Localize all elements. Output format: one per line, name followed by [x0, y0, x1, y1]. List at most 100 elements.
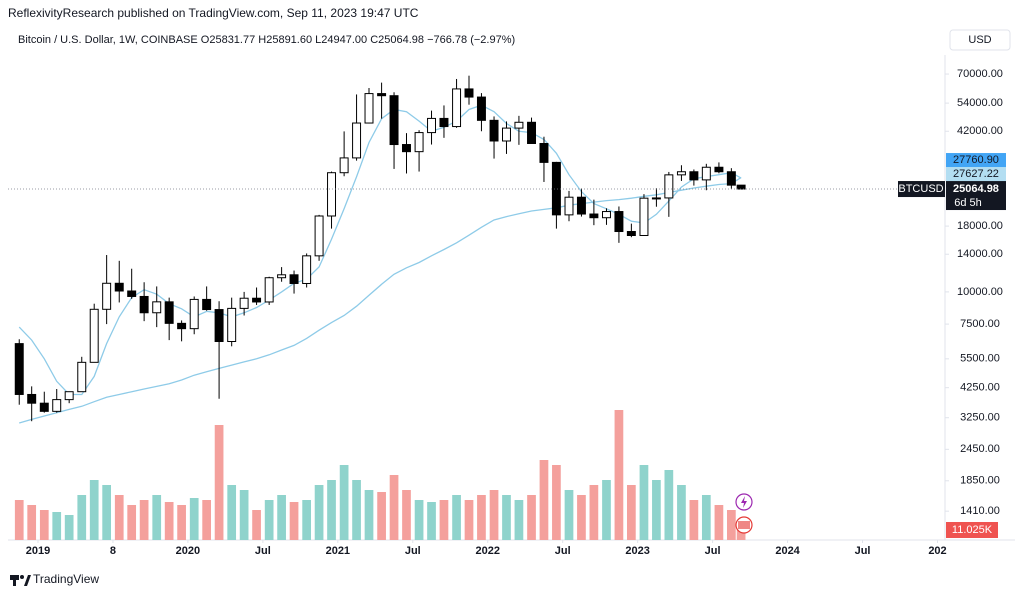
- volume-bar: [464, 500, 474, 540]
- candle-body: [601, 211, 611, 219]
- volume-bar: [152, 495, 162, 540]
- x-tick-label: 2019: [26, 545, 50, 557]
- volume-bar: [214, 425, 224, 540]
- y-tick-label: 18000.00: [957, 220, 1003, 232]
- candle-body: [214, 309, 224, 343]
- brand: TradingView: [33, 572, 99, 586]
- volume-bar: [39, 510, 49, 540]
- volume-bar: [302, 500, 311, 540]
- x-tick-label: 2021: [326, 545, 350, 557]
- volume-bar: [102, 485, 112, 540]
- volume-bar: [477, 495, 486, 540]
- volume-bar: [52, 512, 62, 540]
- volume-bar: [14, 500, 24, 540]
- candle-body: [177, 322, 187, 330]
- ma-price-box: [946, 167, 1006, 182]
- x-tick-label: Jul: [255, 545, 271, 557]
- candle-body: [427, 117, 437, 134]
- volume-bar: [736, 528, 746, 540]
- candle-body: [77, 361, 87, 393]
- candle-body: [651, 197, 661, 200]
- x-tick-label: 8: [110, 545, 116, 557]
- y-tick-label: 54000.00: [957, 97, 1003, 109]
- y-tick-label: 4250.00: [960, 382, 1000, 394]
- symbol-box: [898, 181, 945, 198]
- x-tick-label: Jul: [405, 545, 421, 557]
- volume-bar: [602, 480, 611, 540]
- volume-bar: [664, 470, 674, 540]
- candle-body: [502, 127, 511, 142]
- y-tick-label: 1850.00: [960, 475, 1000, 487]
- volume-bar: [364, 490, 374, 540]
- volume-bar: [614, 410, 624, 540]
- y-tick-label: 42000.00: [957, 125, 1003, 137]
- volume-bar: [402, 490, 411, 540]
- currency-box[interactable]: [949, 29, 1011, 51]
- volume-bar: [227, 485, 237, 540]
- candle-body: [152, 301, 162, 314]
- volume-bar: [639, 465, 649, 540]
- x-tick-label: 2023: [625, 545, 649, 557]
- y-tick-label: 70000.00: [957, 68, 1003, 80]
- candle-body: [52, 399, 62, 412]
- candle-body: [352, 122, 362, 159]
- volume-bar: [64, 515, 74, 540]
- candle-body: [464, 88, 474, 98]
- candle-body: [289, 274, 299, 284]
- event-bolt: [741, 496, 747, 508]
- ma-price-box: [946, 153, 1006, 168]
- candle-body: [701, 166, 711, 181]
- plot-area: [8, 75, 945, 540]
- volume-bar: [239, 490, 249, 540]
- y-tick-label: 3250.00: [960, 412, 1000, 424]
- candle-body: [714, 166, 724, 173]
- volume-bar: [589, 485, 599, 540]
- volume-bar: [439, 500, 449, 540]
- candle-body: [551, 161, 561, 216]
- candle-body: [127, 290, 137, 297]
- candle-body: [39, 402, 49, 412]
- last-price-box: [946, 181, 1006, 211]
- volume-bar: [677, 485, 686, 540]
- symbol-label: BTCUSD: [898, 183, 943, 195]
- volume-bar: [389, 475, 399, 540]
- currency[interactable]: USD: [968, 34, 991, 46]
- volume-bar: [277, 495, 286, 540]
- x-tick-label: 202: [928, 545, 946, 557]
- volume-bar: [727, 510, 736, 540]
- volume-bar: [489, 490, 499, 540]
- volume-bar: [177, 505, 186, 540]
- volume-bar: [164, 502, 174, 540]
- candle-body: [302, 255, 312, 284]
- candle-body: [452, 88, 462, 128]
- candle-body: [114, 282, 124, 292]
- candle-body: [736, 184, 746, 190]
- countdown: 6d 5h: [954, 197, 982, 209]
- logo-dot: [20, 575, 24, 579]
- candle-body: [227, 307, 237, 343]
- volume-bar: [627, 485, 636, 540]
- volume-bar: [127, 505, 137, 540]
- y-tick-label: 14000.00: [957, 248, 1003, 260]
- volume-bar: [701, 495, 711, 540]
- last-price-label: 25064.98: [953, 183, 999, 195]
- candle-body: [389, 95, 399, 146]
- axis-labels: 70000.00 54000.00 42000.00 18000.00 14000.00…: [26, 68, 1006, 557]
- volume-bar: [27, 505, 37, 540]
- volume-bar: [252, 510, 261, 540]
- volume-bar: [539, 460, 549, 540]
- candle-body: [564, 196, 574, 216]
- x-tick-label: 2020: [176, 545, 200, 557]
- flag-icon: [738, 521, 750, 529]
- volume-bar: [514, 500, 524, 540]
- logo-stem: [13, 575, 16, 586]
- volume-bar: [114, 495, 124, 540]
- volume-bar: [502, 495, 511, 540]
- candle-body: [626, 231, 636, 236]
- candle-body: [639, 197, 649, 236]
- volume-bar: [577, 495, 586, 540]
- candle-body: [664, 174, 674, 199]
- candle-body: [476, 96, 486, 121]
